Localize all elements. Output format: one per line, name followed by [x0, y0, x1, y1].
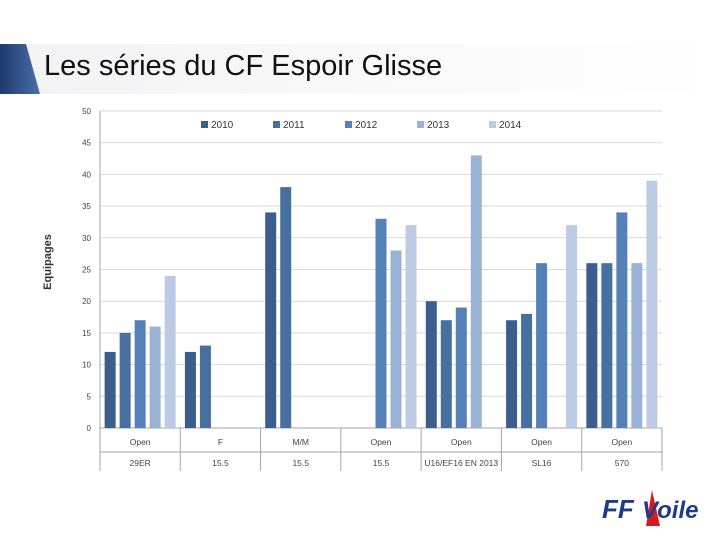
bar-2010-6 [506, 320, 518, 428]
y-tick-label: 10 [82, 361, 91, 370]
legend-label-2012: 2012 [355, 120, 378, 131]
bar-2010-3 [265, 212, 277, 428]
bar-2014-1 [164, 275, 176, 428]
bar-2010-7 [586, 263, 598, 428]
legend-label-2013: 2013 [427, 120, 450, 131]
legend-swatch-2014 [489, 121, 496, 128]
bar-2010-1 [104, 351, 116, 428]
legend: 2010 2011 2012 2013 2014 [201, 120, 522, 131]
bar-2013-1 [149, 326, 161, 428]
legend-swatch-2012 [345, 121, 352, 128]
y-tick-label: 5 [87, 392, 92, 401]
legend-swatch-2010 [201, 121, 208, 128]
y-tick-label: 0 [87, 424, 92, 433]
category-label-top: F [218, 437, 223, 447]
bar-2011-6 [521, 313, 533, 428]
y-tick-label: 50 [82, 107, 91, 116]
bar-2013-7 [631, 263, 643, 428]
y-axis-label: Equipages [42, 234, 54, 290]
bar-2012-6 [536, 263, 548, 428]
y-tick-label: 30 [82, 234, 91, 243]
y-tick-label: 15 [82, 329, 91, 338]
category-label-bottom: SL16 [532, 458, 552, 468]
y-tick-label: 45 [82, 139, 91, 148]
y-tick-label: 25 [82, 266, 91, 275]
bar-2010-5 [425, 301, 437, 428]
bar-2010-2 [184, 351, 196, 428]
ffvoile-logo: FF Voile [602, 490, 698, 526]
bar-2011-7 [601, 263, 613, 428]
category-label-top: M/M [292, 437, 309, 447]
bar-2013-5 [470, 155, 482, 428]
bar-2012-4 [375, 218, 387, 428]
slide-title: Les séries du CF Espoir Glisse [44, 50, 443, 82]
y-tick-label: 40 [82, 170, 91, 179]
category-label-bottom: U16/EF16 EN 2013 [424, 458, 498, 468]
bar-2011-3 [280, 187, 292, 428]
sail-icon [646, 490, 660, 526]
bar-2013-4 [390, 250, 402, 428]
legend-label-2010: 2010 [211, 120, 234, 131]
legend-swatch-2013 [417, 121, 424, 128]
bar-2012-1 [134, 320, 146, 428]
legend-swatch-2011 [273, 121, 280, 128]
category-label-bottom: 15.5 [212, 458, 229, 468]
category-label-top: Open [371, 437, 392, 447]
bar-2011-2 [199, 345, 211, 428]
category-label-top: Open [531, 437, 552, 447]
category-label-bottom: 29ER [130, 458, 151, 468]
bar-2014-7 [646, 180, 658, 428]
bar-2012-7 [616, 212, 628, 428]
logo-ff: FF [602, 494, 635, 524]
bar-2011-5 [440, 320, 452, 428]
bar-layer [104, 155, 658, 428]
legend-label-2014: 2014 [499, 120, 522, 131]
bar-2014-4 [405, 225, 417, 428]
y-tick-label: 35 [82, 202, 91, 211]
title-band [0, 44, 720, 94]
category-label-top: Open [130, 437, 151, 447]
bar-2011-1 [119, 332, 131, 428]
bar-2012-5 [455, 307, 467, 428]
category-label-top: Open [611, 437, 632, 447]
category-label-bottom: 15.5 [292, 458, 309, 468]
bar-2014-6 [566, 225, 578, 428]
logo-voile: Voile [642, 497, 698, 524]
category-label-bottom: 15.5 [373, 458, 390, 468]
category-labels: Open 29ER F 15.5 M/M 15.5 Open 15.5 Open U16/EF16… [99, 428, 663, 471]
y-tick-label: 20 [82, 297, 91, 306]
title-accent [0, 44, 40, 94]
legend-label-2011: 2011 [283, 120, 305, 131]
category-label-bottom: 570 [615, 458, 629, 468]
category-label-top: Open [451, 437, 472, 447]
